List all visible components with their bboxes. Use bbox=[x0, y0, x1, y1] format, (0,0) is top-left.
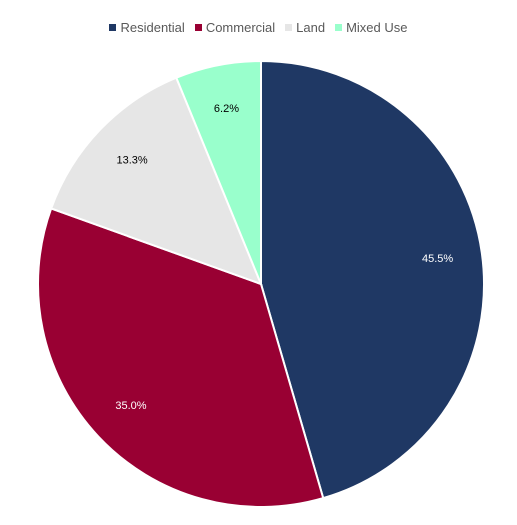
legend-label-land: Land bbox=[296, 19, 326, 35]
legend-swatch-land bbox=[285, 23, 293, 31]
pie-slice-residential[interactable] bbox=[260, 59, 485, 500]
pie-slice-mixed-use[interactable] bbox=[175, 59, 262, 285]
data-label-commercial: 35.0% bbox=[115, 400, 146, 412]
data-label-mixed-use: 6.2% bbox=[214, 103, 239, 115]
legend-item-residential[interactable]: Residential bbox=[109, 19, 185, 35]
pie-slice-land[interactable] bbox=[49, 76, 263, 286]
legend-item-commercial[interactable]: Commercial bbox=[194, 19, 276, 35]
legend-item-land[interactable]: Land bbox=[285, 20, 325, 35]
legend-item-mixed-use[interactable]: Mixed Use bbox=[335, 19, 408, 35]
pie-slice-commercial[interactable] bbox=[37, 207, 325, 508]
legend-label-commercial: Commercial bbox=[205, 19, 276, 35]
legend-swatch-commercial bbox=[194, 23, 202, 31]
legend-swatch-mixed-use bbox=[335, 23, 343, 31]
legend: Residential Commercial Land Mixed Use bbox=[0, 17, 517, 37]
data-label-land: 13.3% bbox=[117, 155, 148, 167]
legend-label-residential: Residential bbox=[120, 19, 185, 35]
legend-swatch-residential bbox=[109, 23, 117, 31]
data-label-residential: 45.5% bbox=[422, 253, 453, 265]
legend-label-mixed-use: Mixed Use bbox=[346, 19, 408, 35]
